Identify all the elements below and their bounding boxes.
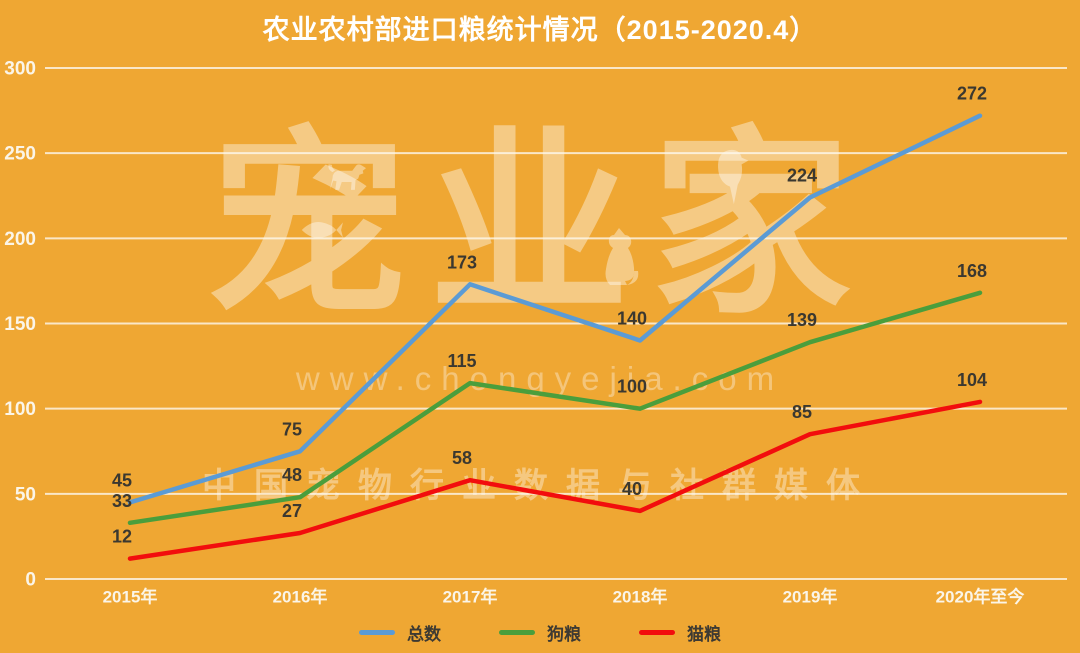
data-label-dog: 48 [282,465,302,485]
data-label-cat: 12 [112,527,132,547]
legend-label: 猫粮 [687,625,721,644]
legend-swatch [639,630,675,635]
x-axis-tick-label: 2020年至今 [936,587,1025,607]
y-axis-tick-label: 200 [4,229,36,250]
legend-swatch [499,630,535,635]
data-label-total: 173 [447,252,477,272]
y-axis-tick-label: 150 [4,314,36,335]
data-label-total: 140 [617,309,647,329]
data-label-cat: 104 [957,370,987,390]
data-label-total: 272 [957,84,987,104]
data-label-dog: 139 [787,310,817,330]
legend-item-cat: 猫粮 [639,620,721,645]
data-label-total: 224 [787,165,817,185]
data-label-total: 45 [112,470,132,490]
y-axis-tick-label: 250 [4,144,36,165]
legend-item-dog: 狗粮 [499,620,581,645]
legend-label: 总数 [407,625,441,644]
data-label-total: 75 [282,419,302,439]
data-label-cat: 40 [622,479,642,499]
data-label-dog: 115 [447,351,476,371]
data-label-dog: 168 [957,261,987,281]
series-line-total [127,113,983,505]
legend-item-total: 总数 [359,620,441,645]
data-label-cat: 27 [282,501,302,521]
series-line-dog [127,290,983,526]
x-axis-tick-label: 2019年 [783,587,838,607]
x-axis-tick-label: 2017年 [443,587,498,607]
legend: 总数 狗粮 猫粮 [0,620,1080,645]
series-line-cat [127,399,983,561]
y-axis-tick-label: 0 [25,570,36,591]
x-axis-tick-label: 2015年 [103,587,158,607]
legend-label: 狗粮 [547,625,581,644]
y-axis-tick-label: 100 [4,399,36,420]
legend-swatch [359,630,395,635]
data-label-dog: 100 [617,377,647,397]
data-label-cat: 85 [792,402,812,422]
x-axis-tick-label: 2016年 [273,587,328,607]
y-axis-tick-label: 300 [4,59,36,80]
data-label-cat: 58 [452,448,472,468]
y-axis-tick-label: 50 [15,484,36,505]
x-axis-tick-label: 2018年 [613,587,668,607]
data-label-dog: 33 [112,491,132,511]
chart-title: 农业农村部进口粮统计情况（2015-2020.4） [262,15,818,45]
